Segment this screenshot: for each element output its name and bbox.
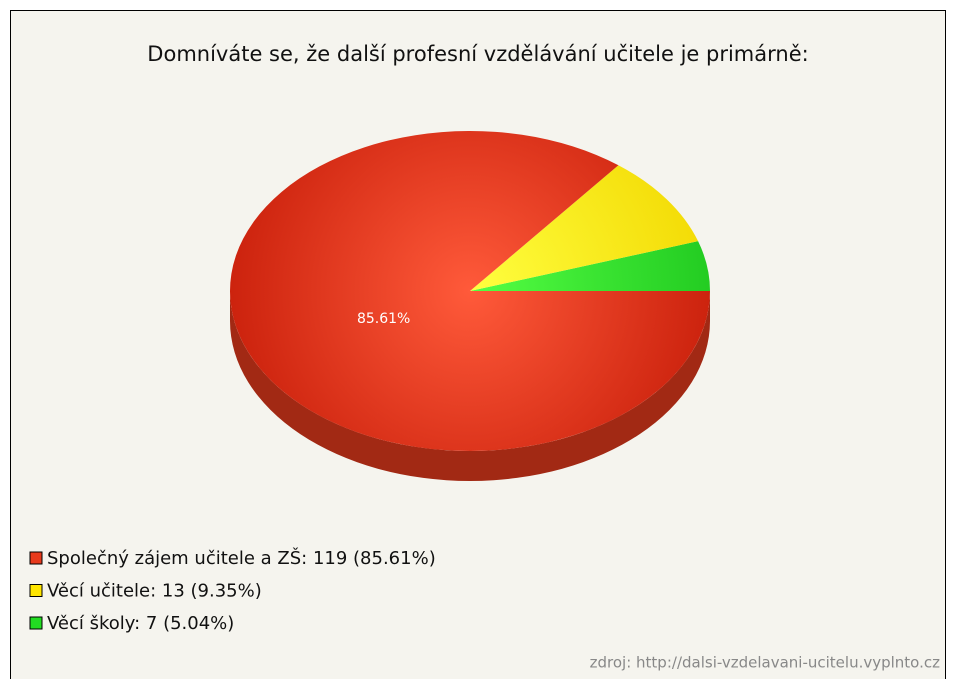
- legend-label: Společný zájem učitele a ZŠ: 119 (85.61%…: [47, 547, 436, 569]
- pie-slice: [230, 131, 710, 452]
- legend-swatch: [29, 616, 43, 630]
- legend-swatch: [29, 584, 43, 597]
- legend-label: Věcí školy: 7 (5.04%): [47, 613, 234, 634]
- source: zdroj: http://dalsi-vzdelavani-ucitelu.v…: [590, 654, 940, 672]
- pie-side: [230, 291, 710, 481]
- pie-slice: [470, 241, 710, 291]
- legend-swatch: [29, 551, 43, 565]
- chart-title: Domníváte se, že další profesní vzdělává…: [147, 42, 808, 66]
- legend-label: Věcí učitele: 13 (9.35%): [47, 581, 262, 602]
- value-label: 85.61%: [357, 311, 410, 327]
- pie-slice: [470, 165, 699, 291]
